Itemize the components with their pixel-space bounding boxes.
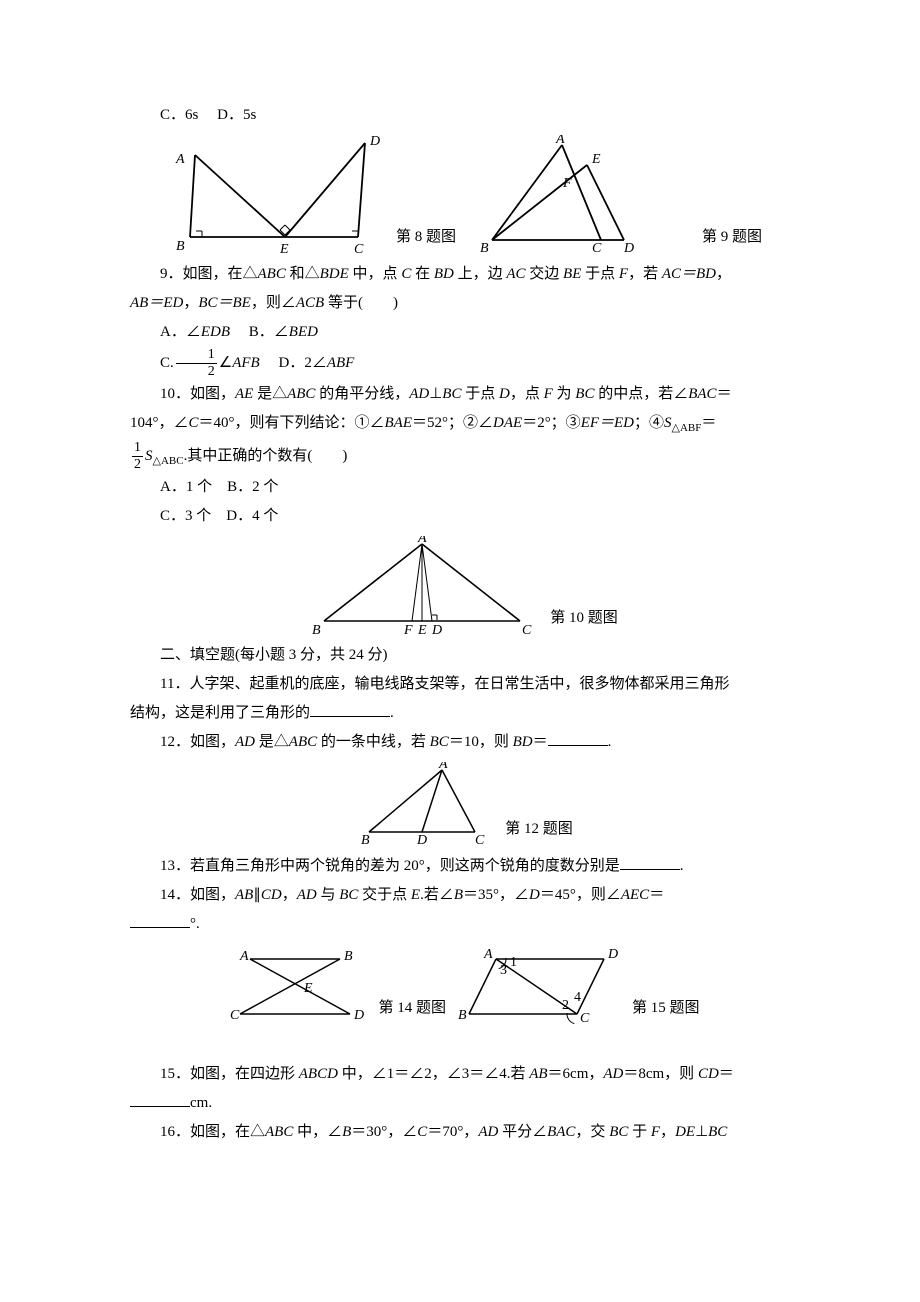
fig-row-10: A B C FED 第 10 题图 xyxy=(130,536,790,636)
svg-text:F: F xyxy=(403,623,413,636)
q11-line2: 结构，这是利用了三角形的. xyxy=(130,700,790,727)
figure-9: A E F B C D xyxy=(464,135,694,255)
fig10-caption: 第 10 题图 xyxy=(550,605,618,636)
figure-15: A D B C 1 2 3 4 xyxy=(454,944,624,1026)
svg-text:C: C xyxy=(522,623,532,636)
svg-text:B: B xyxy=(480,241,489,255)
q9-optAB: A．∠EDB B．∠BED xyxy=(130,319,790,346)
svg-text:E: E xyxy=(591,152,601,167)
q10-line3: 12S△ABC.其中正确的个数有( ) xyxy=(130,441,790,472)
figure-10: A B C FED xyxy=(302,536,542,636)
svg-text:F: F xyxy=(562,176,572,191)
svg-text:B: B xyxy=(176,239,185,254)
fig14-caption: 第 14 题图 xyxy=(378,995,446,1026)
section-2-heading: 二、填空题(每小题 3 分，共 24 分) xyxy=(130,642,790,669)
svg-text:1: 1 xyxy=(510,955,517,970)
q14-line2: °. xyxy=(130,911,790,938)
fig-row-8-9: A B E C D 第 8 题图 A E F B C D 第 9 题图 xyxy=(130,135,790,255)
fraction-half-2: 12 xyxy=(132,441,143,472)
svg-text:A: A xyxy=(483,947,493,962)
figure-12: A B D C xyxy=(347,762,497,847)
q10-optAB: A．1 个 B．2 个 xyxy=(130,474,790,501)
svg-text:3: 3 xyxy=(500,963,507,978)
blank-13 xyxy=(620,854,680,870)
fig8-caption: 第 8 题图 xyxy=(396,224,456,255)
q8-optD: D．5s xyxy=(217,107,256,123)
figure-14: A B C D E xyxy=(220,944,370,1026)
svg-text:C: C xyxy=(230,1008,240,1023)
svg-text:C: C xyxy=(592,241,602,255)
blank-11 xyxy=(310,701,390,717)
svg-text:D: D xyxy=(623,241,634,255)
svg-text:B: B xyxy=(458,1008,467,1023)
q13: 13．若直角三角形中两个锐角的差为 20°，则这两个锐角的度数分别是. xyxy=(130,853,790,880)
svg-text:B: B xyxy=(344,949,353,964)
fig9-caption: 第 9 题图 xyxy=(702,224,762,255)
svg-text:2: 2 xyxy=(562,998,569,1013)
fig-row-12: A B D C 第 12 题图 xyxy=(130,762,790,847)
svg-text:E: E xyxy=(417,623,427,636)
svg-text:D: D xyxy=(431,623,442,636)
svg-text:A: A xyxy=(239,949,249,964)
q9-optCD: C.12∠AFB D．2∠ABF xyxy=(130,348,790,379)
q8-options: C．6s D．5s xyxy=(130,102,790,129)
svg-text:D: D xyxy=(607,947,618,962)
q12: 12．如图，AD 是△ABC 的一条中线，若 BC＝10，则 BD＝. xyxy=(130,729,790,756)
q8-optC: C．6s xyxy=(160,107,198,123)
svg-text:A: A xyxy=(175,152,185,167)
q9-line2: AB＝ED，BC＝BE，则∠ACB 等于( ) xyxy=(130,290,790,317)
fig12-caption: 第 12 题图 xyxy=(505,816,573,847)
blank-15 xyxy=(130,1091,190,1107)
svg-text:D: D xyxy=(353,1008,364,1023)
blank-14 xyxy=(130,912,190,928)
svg-text:D: D xyxy=(369,135,380,149)
q9-line1: 9．如图，在△ABC 和△BDE 中，点 C 在 BD 上，边 AC 交边 BE… xyxy=(130,261,790,288)
q16: 16．如图，在△ABC 中，∠B＝30°，∠C＝70°，AD 平分∠BAC，交 … xyxy=(130,1119,790,1146)
svg-text:D: D xyxy=(416,833,427,847)
svg-text:A: A xyxy=(417,536,427,546)
fig-row-14-15: A B C D E 第 14 题图 A D B C 1 2 3 4 第 15 题图 xyxy=(130,944,790,1026)
svg-text:E: E xyxy=(303,981,313,996)
q15-line2: cm. xyxy=(130,1090,790,1117)
blank-12 xyxy=(548,730,608,746)
q15-line1: 15．如图，在四边形 ABCD 中，∠1＝∠2，∠3＝∠4.若 AB＝6cm，A… xyxy=(130,1061,790,1088)
svg-text:4: 4 xyxy=(574,990,581,1005)
figure-8: A B E C D xyxy=(158,135,388,255)
svg-text:C: C xyxy=(354,242,364,255)
q14-line1: 14．如图，AB∥CD，AD 与 BC 交于点 E.若∠B＝35°，∠D＝45°… xyxy=(130,882,790,909)
svg-text:A: A xyxy=(438,762,448,772)
svg-text:B: B xyxy=(312,623,321,636)
fig15-caption: 第 15 题图 xyxy=(632,995,700,1026)
q10-line2: 104°，∠C＝40°，则有下列结论：①∠BAE＝52°；②∠DAE＝2°；③E… xyxy=(130,410,790,439)
svg-text:E: E xyxy=(279,242,289,255)
svg-text:C: C xyxy=(475,833,485,847)
svg-text:C: C xyxy=(580,1011,590,1026)
fraction-half: 12 xyxy=(176,348,217,379)
q10-line1: 10．如图，AE 是△ABC 的角平分线，AD⊥BC 于点 D，点 F 为 BC… xyxy=(130,381,790,408)
q10-optCD: C．3 个 D．4 个 xyxy=(130,503,790,530)
q11-line1: 11．人字架、起重机的底座，输电线路支架等，在日常生活中，很多物体都采用三角形 xyxy=(130,671,790,698)
svg-text:B: B xyxy=(361,833,370,847)
svg-text:A: A xyxy=(555,135,565,147)
